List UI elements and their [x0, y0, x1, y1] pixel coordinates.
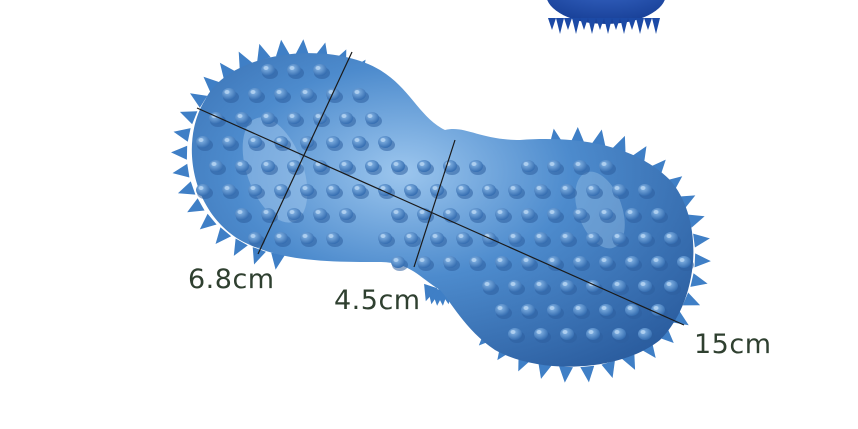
width-dimension-label: 6.8cm [188, 264, 275, 295]
width-measure-line [257, 51, 353, 255]
waist-dimension-label: 4.5cm [334, 285, 421, 316]
measurement-lines [196, 51, 685, 326]
secondary-spiky-ball [547, 0, 665, 34]
length-measure-line [196, 107, 685, 326]
ball-surface-bumps [196, 64, 694, 343]
length-dimension-label: 15cm [694, 329, 772, 360]
waist-measure-line [413, 139, 456, 268]
